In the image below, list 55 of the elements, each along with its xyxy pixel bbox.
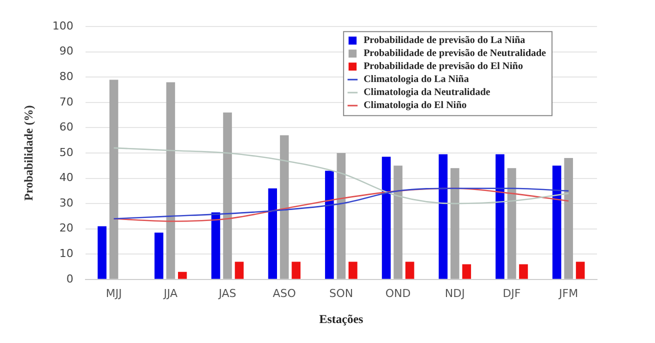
y-tick-label: 40 [59,171,74,184]
y-tick-label: 10 [59,246,74,260]
bar [178,272,187,279]
y-tick-label: 50 [59,146,74,159]
bar [98,226,106,279]
x-tick-label: ASO [272,286,296,300]
bar [223,112,232,279]
y-tick-label: 90 [59,44,74,58]
y-tick-label: 20 [59,222,74,235]
bar [234,262,244,279]
bar [462,264,472,279]
bar [292,262,301,279]
legend-label: Probabilidade de previsão de Neutralidade [364,48,547,60]
bar [564,158,573,279]
bar [394,166,402,279]
x-tick-label: MJJ [106,286,122,300]
y-tick-label: 60 [59,120,74,134]
x-tick-label: OND [385,286,411,300]
y-tick-label: 80 [59,70,74,84]
legend-label: Climatologia do La Niña [364,74,469,86]
y-tick-label: 30 [59,196,74,210]
bar [268,188,278,279]
bar [154,232,164,279]
bar [576,262,585,279]
bar [552,166,562,279]
bar [325,170,334,279]
x-tick-label: JJA [162,286,178,300]
y-tick-label: 70 [59,95,74,108]
y-tick-label: 100 [52,19,74,32]
bar [109,80,118,279]
x-tick-label: JFM [558,286,578,300]
legend-label: Climatologia do El Niño [364,100,467,112]
x-tick-label: SON [329,286,354,300]
x-axis-title: Estações [319,312,364,326]
y-axis-title: Probabilidade (%) [21,105,36,201]
bar [438,154,448,279]
bar [211,212,220,279]
bar [519,264,528,279]
legend-label: Probabilidade de previsão do El Niño [364,61,523,72]
x-tick-label: JAS [218,286,236,300]
bar [336,153,346,279]
bar [507,168,516,279]
bar [348,262,358,279]
bar [450,168,460,279]
bar [166,82,176,279]
legend-label: Probabilidade de previsão do La Niña [364,35,526,46]
bar [405,262,414,279]
bar [496,154,504,279]
bar [280,135,289,279]
line-series [113,147,570,204]
legend-label: Climatologia da Neutralidade [364,87,491,98]
x-tick-label: NDJ [444,286,465,300]
bar [382,156,391,279]
y-tick-label: 0 [66,272,74,286]
x-tick-label: DJF [502,286,521,300]
